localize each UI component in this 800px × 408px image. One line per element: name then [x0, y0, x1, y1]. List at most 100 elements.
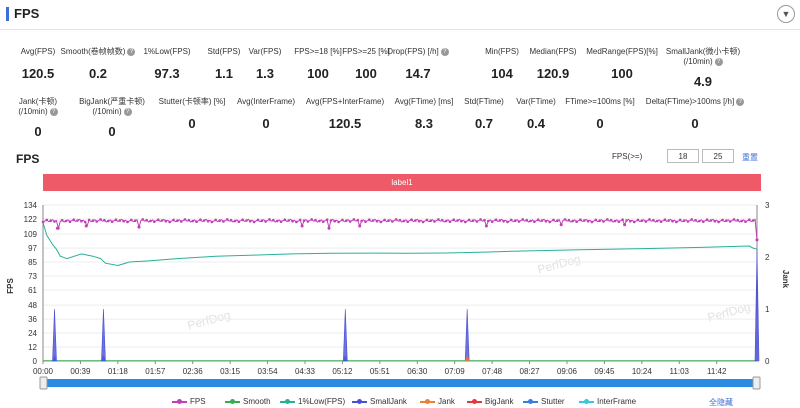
legend-item[interactable]: Stutter: [523, 397, 565, 406]
help-icon[interactable]: ?: [440, 47, 449, 56]
legend-label: Smooth: [243, 397, 271, 406]
help-icon[interactable]: ?: [49, 107, 58, 116]
series-fps-point: [579, 218, 582, 221]
legend-item[interactable]: BigJank: [467, 397, 513, 406]
metric-label: Jank(卡顿): [18, 97, 58, 106]
watermark-text: PerfDog: [536, 252, 582, 277]
help-icon[interactable]: ?: [127, 47, 136, 56]
series-fps-point: [337, 220, 340, 224]
metric-value: 120.5: [328, 116, 362, 131]
series-fps-point: [621, 218, 624, 221]
series-fps-point: [736, 218, 740, 222]
x-tick-label: 00:00: [33, 367, 54, 376]
series-fps-line: [42, 218, 758, 240]
series-fps-point: [45, 218, 49, 222]
series-fps-point: [268, 218, 271, 221]
series-fps-point: [655, 219, 659, 223]
legend-item[interactable]: InterFrame: [579, 397, 636, 406]
chevron-down-icon[interactable]: ▼: [777, 5, 795, 23]
series-fps-point: [364, 220, 367, 223]
series-fps-point: [402, 219, 406, 223]
header-divider: [0, 29, 800, 30]
series-fps-point: [702, 220, 705, 223]
series-fps-point: [748, 218, 751, 221]
y-tick-label: 134: [24, 201, 38, 210]
help-icon[interactable]: ?: [714, 57, 723, 66]
series-fps-point: [571, 219, 574, 223]
series-fps-point: [218, 219, 221, 222]
metric-label-unit: (/10min): [92, 107, 122, 116]
series-fps-point: [513, 219, 517, 222]
fps-threshold-input-2[interactable]: [702, 149, 734, 163]
series-fps-point: [283, 218, 287, 221]
help-icon[interactable]: ?: [736, 97, 745, 106]
series-fps-point: [398, 218, 402, 222]
series-fps-point: [448, 220, 452, 223]
series-fps-point: [552, 218, 555, 222]
label-band[interactable]: label1: [43, 174, 761, 191]
metric-label: Std(FPS): [207, 47, 241, 56]
series-fps-point: [226, 218, 229, 221]
fps-threshold-input-1[interactable]: [667, 149, 699, 163]
series-fps-point: [156, 218, 160, 221]
series-fps-point: [87, 218, 91, 222]
series-fps-point: [103, 218, 106, 222]
x-tick-label: 06:30: [407, 367, 428, 376]
zoom-slider-right-handle[interactable]: [752, 376, 761, 390]
series-fps-point: [348, 220, 352, 223]
zoom-slider-track[interactable]: [43, 379, 757, 387]
series-fps-point: [713, 219, 717, 223]
metric-metrics_row2-2: Stutter(卡顿率) [%] 0: [137, 97, 247, 137]
series-fps-point: [556, 219, 559, 222]
reset-button[interactable]: 重置: [742, 153, 758, 162]
legend-item[interactable]: Jank: [420, 397, 455, 406]
metric-metrics_row1-4: Var(FPS) 1.3: [210, 47, 320, 87]
series-fps-point: [613, 219, 617, 223]
y-tick-label: 12: [28, 343, 37, 352]
series-fps-point: [107, 219, 110, 223]
series-fps-point: [544, 219, 548, 223]
metric-label: Var(FPS): [248, 47, 282, 56]
legend-item[interactable]: FPS: [172, 397, 206, 406]
metric-metrics_row1-11: SmallJank(微小卡顿) (/10min)? 4.9: [648, 47, 758, 89]
series-fps-point: [594, 218, 598, 222]
series-fps-point: [202, 219, 206, 222]
series-fps-point: [210, 220, 214, 224]
series-fps-point: [241, 218, 244, 221]
series-fps-point: [725, 219, 728, 222]
series-fps-point: [341, 218, 344, 222]
series-fps-point: [698, 219, 701, 223]
metric-value: 0: [108, 124, 116, 139]
series-fps-point: [632, 220, 636, 224]
metric-metrics_row1-5: FPS>=18 [%] 100: [263, 47, 373, 87]
zoom-slider-left-handle[interactable]: [39, 376, 48, 390]
series-fps-point: [379, 220, 383, 224]
series-fps-point: [68, 220, 72, 223]
chart-title: FPS: [16, 152, 40, 166]
series-fps-point: [275, 219, 279, 223]
fps-chart[interactable]: PerfDogPerfDogPerfDog0122436486173859710…: [0, 196, 800, 396]
legend-swatch: [420, 397, 435, 406]
metric-label: MedRange(FPS)[%]: [586, 47, 658, 56]
legend-label: BigJank: [485, 397, 514, 406]
legend-item[interactable]: 1%Low(FPS): [280, 397, 345, 406]
series-fps-point: [525, 218, 528, 222]
metric-value: 104: [491, 66, 513, 81]
hide-all-button[interactable]: 全隐藏: [709, 398, 733, 407]
metric-label: BigJank(严重卡顿): [79, 97, 145, 106]
help-icon[interactable]: ?: [123, 107, 132, 116]
series-fps-point: [298, 218, 302, 222]
legend-item[interactable]: Smooth: [225, 397, 271, 406]
series-fps-point: [540, 219, 544, 222]
series-fps-point: [133, 219, 137, 222]
series-fps-point: [751, 219, 755, 222]
series-fps-point: [644, 220, 647, 223]
series-fps-point: [291, 219, 294, 223]
series-fps-point: [368, 218, 371, 221]
series-fps-point: [682, 219, 686, 222]
metric-label: Smooth(卷帧帧数): [60, 47, 126, 56]
series-fps-point: [444, 219, 448, 223]
metric-label: Stutter(卡顿率) [%]: [158, 97, 226, 106]
series-fps-point: [709, 219, 713, 222]
legend-item[interactable]: SmallJank: [352, 397, 407, 406]
